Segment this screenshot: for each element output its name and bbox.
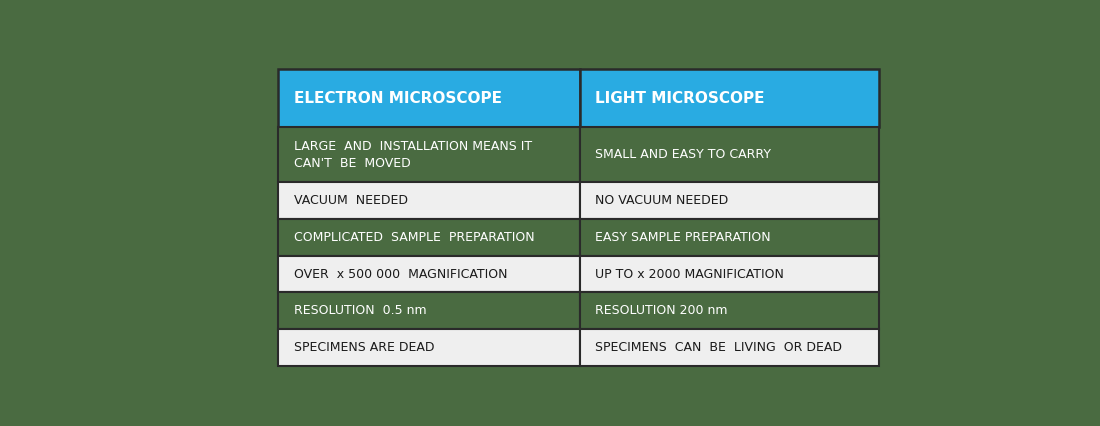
Text: SPECIMENS ARE DEAD: SPECIMENS ARE DEAD [294,341,434,354]
Bar [278,69,580,127]
Bar [580,182,879,219]
Text: RESOLUTION  0.5 nm: RESOLUTION 0.5 nm [294,304,426,317]
Bar [278,182,580,219]
Bar [278,219,580,256]
Bar [278,293,580,329]
Bar [580,256,879,293]
Text: COMPLICATED  SAMPLE  PREPARATION: COMPLICATED SAMPLE PREPARATION [294,231,535,244]
Bar [580,329,879,366]
Bar [580,127,879,182]
Text: RESOLUTION 200 nm: RESOLUTION 200 nm [595,304,728,317]
Bar [580,293,879,329]
Text: NO VACUUM NEEDED: NO VACUUM NEEDED [595,194,728,207]
Text: SMALL AND EASY TO CARRY: SMALL AND EASY TO CARRY [595,148,771,161]
Text: LIGHT MICROSCOPE: LIGHT MICROSCOPE [595,91,764,106]
Bar [580,69,879,127]
Text: UP TO x 2000 MAGNIFICATION: UP TO x 2000 MAGNIFICATION [595,268,784,281]
Text: SPECIMENS  CAN  BE  LIVING  OR DEAD: SPECIMENS CAN BE LIVING OR DEAD [595,341,843,354]
Bar [278,256,580,293]
Text: OVER  x 500 000  MAGNIFICATION: OVER x 500 000 MAGNIFICATION [294,268,507,281]
Bar [278,329,580,366]
Text: EASY SAMPLE PREPARATION: EASY SAMPLE PREPARATION [595,231,771,244]
Text: ELECTRON MICROSCOPE: ELECTRON MICROSCOPE [294,91,502,106]
Bar [278,127,580,182]
Bar [580,219,879,256]
Text: LARGE  AND  INSTALLATION MEANS IT
CAN'T  BE  MOVED: LARGE AND INSTALLATION MEANS IT CAN'T BE… [294,140,531,170]
Text: VACUUM  NEEDED: VACUUM NEEDED [294,194,407,207]
